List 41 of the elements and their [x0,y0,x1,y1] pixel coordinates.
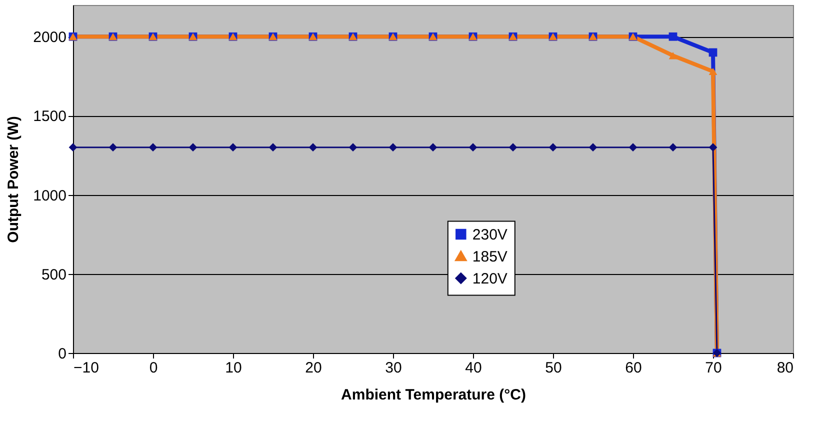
x-tick-label: 20 [305,360,322,376]
point [148,143,158,152]
y-tick-label: 2000 [33,29,66,46]
legend-label: 120V [472,270,508,288]
point [388,143,398,152]
x-tick-label: 40 [465,360,482,376]
point [308,143,318,152]
x-tick-label: −10 [74,360,99,376]
point [708,68,718,76]
x-tick-label: 70 [705,360,722,376]
legend-label: 230V [472,226,508,244]
point [508,143,518,152]
y-tick-label: 0 [58,346,66,362]
x-tick-label: 80 [776,360,794,376]
point [588,143,598,152]
point [348,143,358,152]
x-tick-label: 50 [545,360,562,376]
point [668,32,678,41]
point [708,48,718,57]
x-tick-label: 10 [225,360,242,376]
x-tick-label: 30 [385,360,402,376]
y-axis-title: Output Power (W) [5,116,22,243]
point [108,143,118,152]
point [188,143,198,152]
point [668,52,678,60]
point [708,143,718,152]
y-tick-label: 1500 [33,108,66,126]
point [228,143,238,152]
legend-label: 185V [472,248,508,266]
point [628,143,638,152]
point [668,143,678,152]
x-axis-title: Ambient Temperature (°C) [341,386,526,404]
point [468,143,478,152]
x-tick-label: 0 [149,360,158,376]
x-tick-label: 60 [625,360,642,376]
point [268,143,278,152]
point [68,143,78,152]
point [548,143,558,152]
y-tick-label: 500 [41,266,66,284]
point [428,143,438,152]
y-tick-label: 1000 [33,187,66,204]
